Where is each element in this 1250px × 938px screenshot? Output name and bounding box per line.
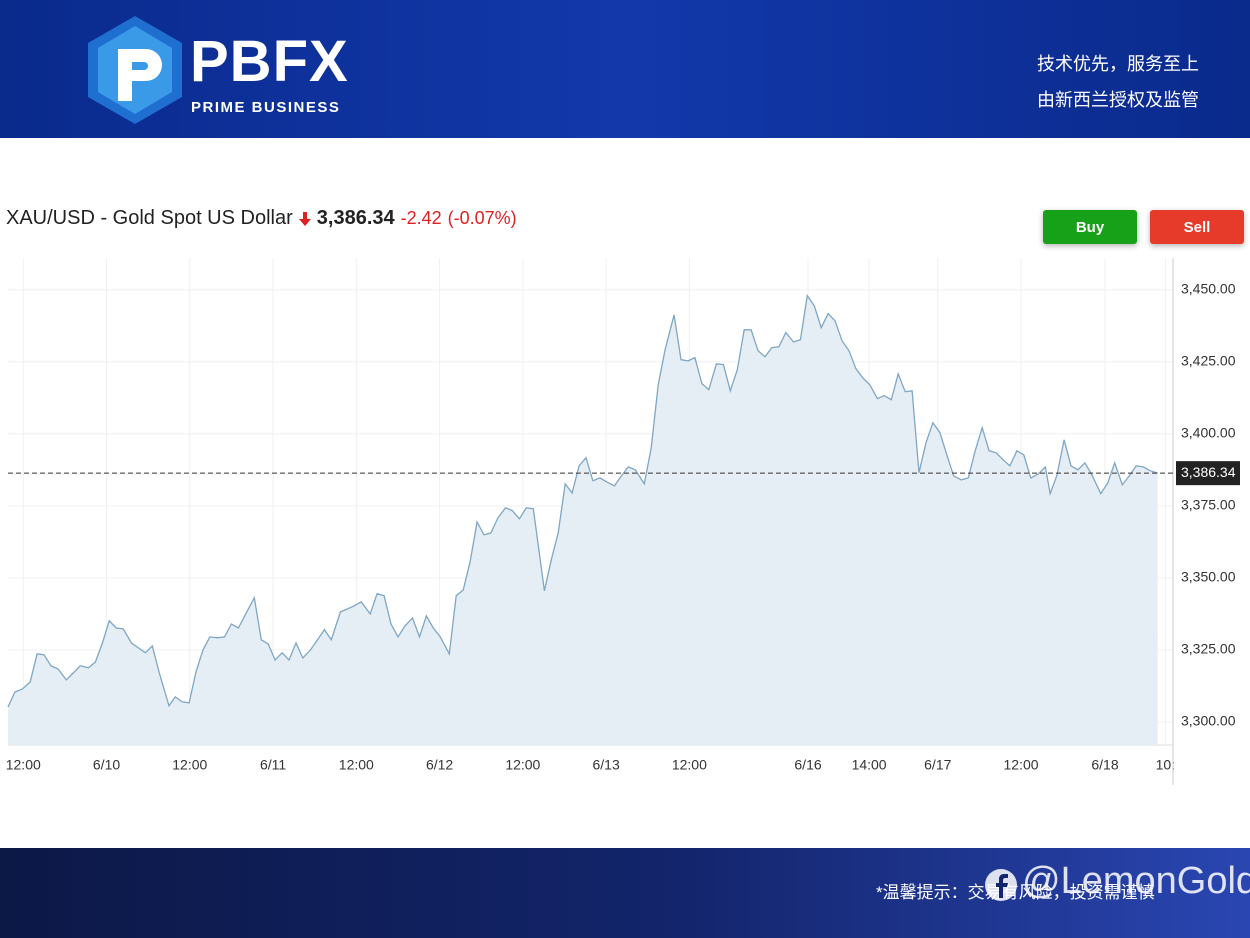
down-arrow: [298, 211, 311, 226]
x-tick-label: 6/18: [1091, 757, 1118, 773]
sell-button[interactable]: Sell: [1150, 210, 1244, 244]
price: 3,386.34: [316, 207, 395, 229]
x-tick-label: 6/12: [426, 757, 453, 773]
current-price-box: [1176, 461, 1240, 486]
y-tick-label: 3,350.00: [1181, 569, 1236, 585]
x-tick-label: 6/16: [794, 757, 821, 773]
social-icon: [985, 869, 1017, 901]
x-tick-label: 12:00: [672, 757, 707, 773]
x-tick-label: 12:00: [505, 757, 540, 773]
x-tick-label: 6/11: [260, 757, 286, 773]
y-tick-label: 3,450.00: [1181, 280, 1236, 296]
x-tick-label: 6/13: [592, 757, 619, 773]
chart: 3,300.00 3,325.00 3,350.00 3,375.00 3,400.00…: [6, 258, 1240, 785]
y-tick-label: 3,300.00: [1181, 713, 1236, 729]
y-tick-label: 3,375.00: [1181, 497, 1236, 513]
footer: *温馨提示：交易有风险，投资需谨慎 @LemonGold: [0, 848, 1250, 938]
regulation: 由新西兰授权及监管: [1037, 90, 1199, 110]
quote-header: XAU/USD - Gold Spot US Dollar 3,386.34 -…: [6, 207, 517, 230]
logo-subtitle: PRIME BUSINESS: [191, 99, 341, 116]
risk-notice: *温馨提示：交易有风险，投资需谨慎: [876, 883, 1155, 902]
symbol-title: XAU/USD - Gold Spot US Dollar: [6, 207, 293, 229]
slogan: 技术优先，服务至上: [1037, 54, 1199, 74]
watermark: @LemonGold: [1022, 860, 1250, 902]
current-price-label: 3,386.34: [1181, 464, 1236, 480]
buy-button[interactable]: Buy: [1043, 210, 1137, 244]
logo-icon: [88, 16, 182, 124]
y-tick-label: 3,425.00: [1181, 352, 1236, 368]
header: PBFX PRIME BUSINESS 技术优先，服务至上 由新西兰授权及监管: [0, 0, 1250, 138]
x-tick-label: 6/10: [93, 757, 120, 773]
x-tick-label: 12:00: [6, 757, 41, 773]
x-tick-label: 10:: [1156, 757, 1175, 773]
area-fill: [8, 295, 1158, 745]
x-tick-label: 12:00: [339, 757, 374, 773]
x-tick-label: 12:00: [1004, 757, 1039, 773]
x-tick-label: 12:00: [172, 757, 207, 773]
logo-text: PBFX: [190, 29, 349, 94]
change: -2.42: [400, 208, 442, 228]
x-tick-label: 6/17: [924, 757, 951, 773]
change-percent: (-0.07%): [447, 208, 517, 228]
x-tick-label: 14:00: [852, 757, 887, 773]
y-tick-label: 3,325.00: [1181, 641, 1236, 657]
y-tick-label: 3,400.00: [1181, 424, 1236, 440]
